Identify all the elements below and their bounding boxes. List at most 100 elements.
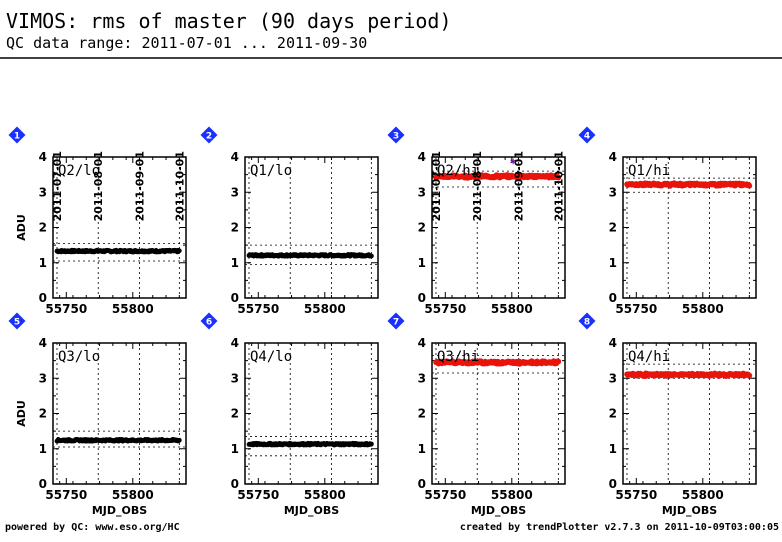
x-tick-label: 55750 [615, 302, 657, 316]
date-tick-label: 2011-08-01 [92, 151, 105, 221]
panel-label: Q2/lo [58, 163, 100, 179]
panel-number: 7 [393, 318, 399, 328]
y-tick-label: 2 [609, 407, 617, 421]
data-point [176, 437, 182, 443]
page-subtitle: QC data range: 2011-07-01 ... 2011-09-30 [6, 34, 367, 52]
x-tick-label: 55750 [615, 488, 657, 502]
x-tick-label: 55800 [112, 302, 154, 316]
y-axis-label: ADU [15, 400, 28, 427]
x-tick-label: 55800 [304, 488, 346, 502]
x-tick-label: 55800 [491, 488, 533, 502]
panel-number: 6 [206, 318, 212, 328]
y-tick-label: 0 [231, 291, 239, 305]
y-tick-label: 3 [609, 371, 617, 385]
x-tick-label: 55750 [237, 302, 279, 316]
data-point [176, 248, 182, 254]
panel-q2-lo: 0 1 2 3 4 55750 55800 Q2/lo 1 ADU 2011-07-01 2011-0… [8, 126, 187, 316]
panel-label: Q2/hi [437, 163, 479, 179]
y-tick-label: 0 [39, 291, 47, 305]
y-tick-label: 1 [39, 442, 47, 456]
y-tick-label: 2 [231, 221, 239, 235]
y-tick-label: 4 [418, 336, 426, 350]
panel-label: Q3/lo [58, 349, 100, 365]
footer-right: created by trendPlotter v2.7.3 on 2011-1… [460, 522, 779, 533]
panel-q4-hi: 0 1 2 3 4 55750 55800 Q4/hi 8 MJD_OBS [578, 312, 757, 517]
y-tick-label: 0 [609, 477, 617, 491]
x-tick-label: 55800 [682, 302, 724, 316]
panel-number: 5 [14, 318, 20, 328]
y-tick-label: 1 [418, 442, 426, 456]
panel-number-badge [578, 312, 596, 330]
y-tick-label: 0 [418, 291, 426, 305]
y-tick-label: 3 [231, 371, 239, 385]
y-tick-label: 1 [418, 256, 426, 270]
x-tick-label: 55800 [304, 302, 346, 316]
x-tick-label: 55800 [112, 488, 154, 502]
y-tick-label: 4 [231, 150, 239, 164]
date-tick-label: 2011-09-01 [512, 151, 525, 221]
y-tick-label: 4 [418, 150, 426, 164]
y-tick-label: 1 [39, 256, 47, 270]
date-tick-label: 2011-08-01 [471, 151, 484, 221]
y-tick-label: 3 [609, 185, 617, 199]
x-tick-label: 55800 [682, 488, 724, 502]
panels-group: 0 1 2 3 4 55750 55800 Q2/lo 1 ADU 2011-07-01 2011-0… [8, 126, 757, 517]
panel-number: 3 [393, 132, 399, 142]
date-tick-label: 2011-07-01 [51, 151, 64, 221]
y-tick-label: 2 [609, 221, 617, 235]
y-tick-label: 1 [609, 256, 617, 270]
panel-q1-lo: 0 1 2 3 4 55750 55800 Q1/lo 2 [200, 126, 379, 316]
panel-number-badge [578, 126, 596, 144]
date-tick-label: 2011-07-01 [430, 151, 443, 221]
data-point [555, 358, 562, 365]
y-tick-label: 4 [231, 336, 239, 350]
y-tick-label: 0 [418, 477, 426, 491]
y-tick-label: 0 [231, 477, 239, 491]
y-tick-label: 1 [609, 442, 617, 456]
panel-number: 2 [206, 132, 212, 142]
panel-label: Q4/hi [628, 349, 670, 365]
panel-q3-lo: 0 1 2 3 4 55750 55800 Q3/lo 5 ADU MJD_OBS [8, 312, 187, 517]
panel-q4-lo: 0 1 2 3 4 55750 55800 Q4/lo 6 MJD_OBS [200, 312, 379, 517]
x-tick-label: 55750 [45, 488, 87, 502]
panel-number-badge [200, 312, 218, 330]
x-tick-label: 55750 [424, 302, 466, 316]
y-tick-label: 2 [418, 221, 426, 235]
y-tick-label: 4 [39, 336, 47, 350]
panel-number: 8 [584, 318, 590, 328]
x-axis-label: MJD_OBS [662, 504, 717, 517]
y-tick-label: 2 [418, 407, 426, 421]
y-tick-label: 1 [231, 442, 239, 456]
panel-q1-hi: 0 1 2 3 4 55750 55800 Q1/hi 4 [578, 126, 757, 316]
x-tick-label: 55750 [424, 488, 466, 502]
date-tick-label: 2011-09-01 [133, 151, 146, 221]
data-point [746, 372, 753, 379]
data-point [555, 174, 562, 181]
panel-label: Q1/lo [250, 163, 292, 179]
date-tick-label: 2011-10-01 [173, 151, 186, 221]
panel-number: 4 [584, 132, 590, 142]
data-point [369, 253, 374, 259]
panel-label: Q1/hi [628, 163, 670, 179]
data-point [369, 441, 374, 447]
panel-q2-hi: 0 1 2 3 4 55750 55800 * Q2/hi 3 2011-07-01 2011-08-… [387, 126, 566, 316]
y-tick-label: 1 [231, 256, 239, 270]
y-tick-label: 4 [609, 150, 617, 164]
panel-label: Q4/lo [250, 349, 292, 365]
y-tick-label: 0 [39, 477, 47, 491]
page-title: VIMOS: rms of master (90 days period) [6, 9, 452, 33]
y-tick-label: 4 [39, 150, 47, 164]
y-tick-label: 3 [418, 371, 426, 385]
x-tick-label: 55750 [45, 302, 87, 316]
panel-number-badge [387, 126, 405, 144]
outlier-point: * [510, 156, 517, 170]
y-tick-label: 3 [39, 371, 47, 385]
date-tick-label: 2011-10-01 [552, 151, 565, 221]
y-tick-label: 2 [39, 221, 47, 235]
panel-number-badge [200, 126, 218, 144]
panel-number: 1 [14, 132, 20, 142]
x-axis-label: MJD_OBS [92, 504, 147, 517]
y-tick-label: 3 [231, 185, 239, 199]
y-tick-label: 3 [39, 185, 47, 199]
